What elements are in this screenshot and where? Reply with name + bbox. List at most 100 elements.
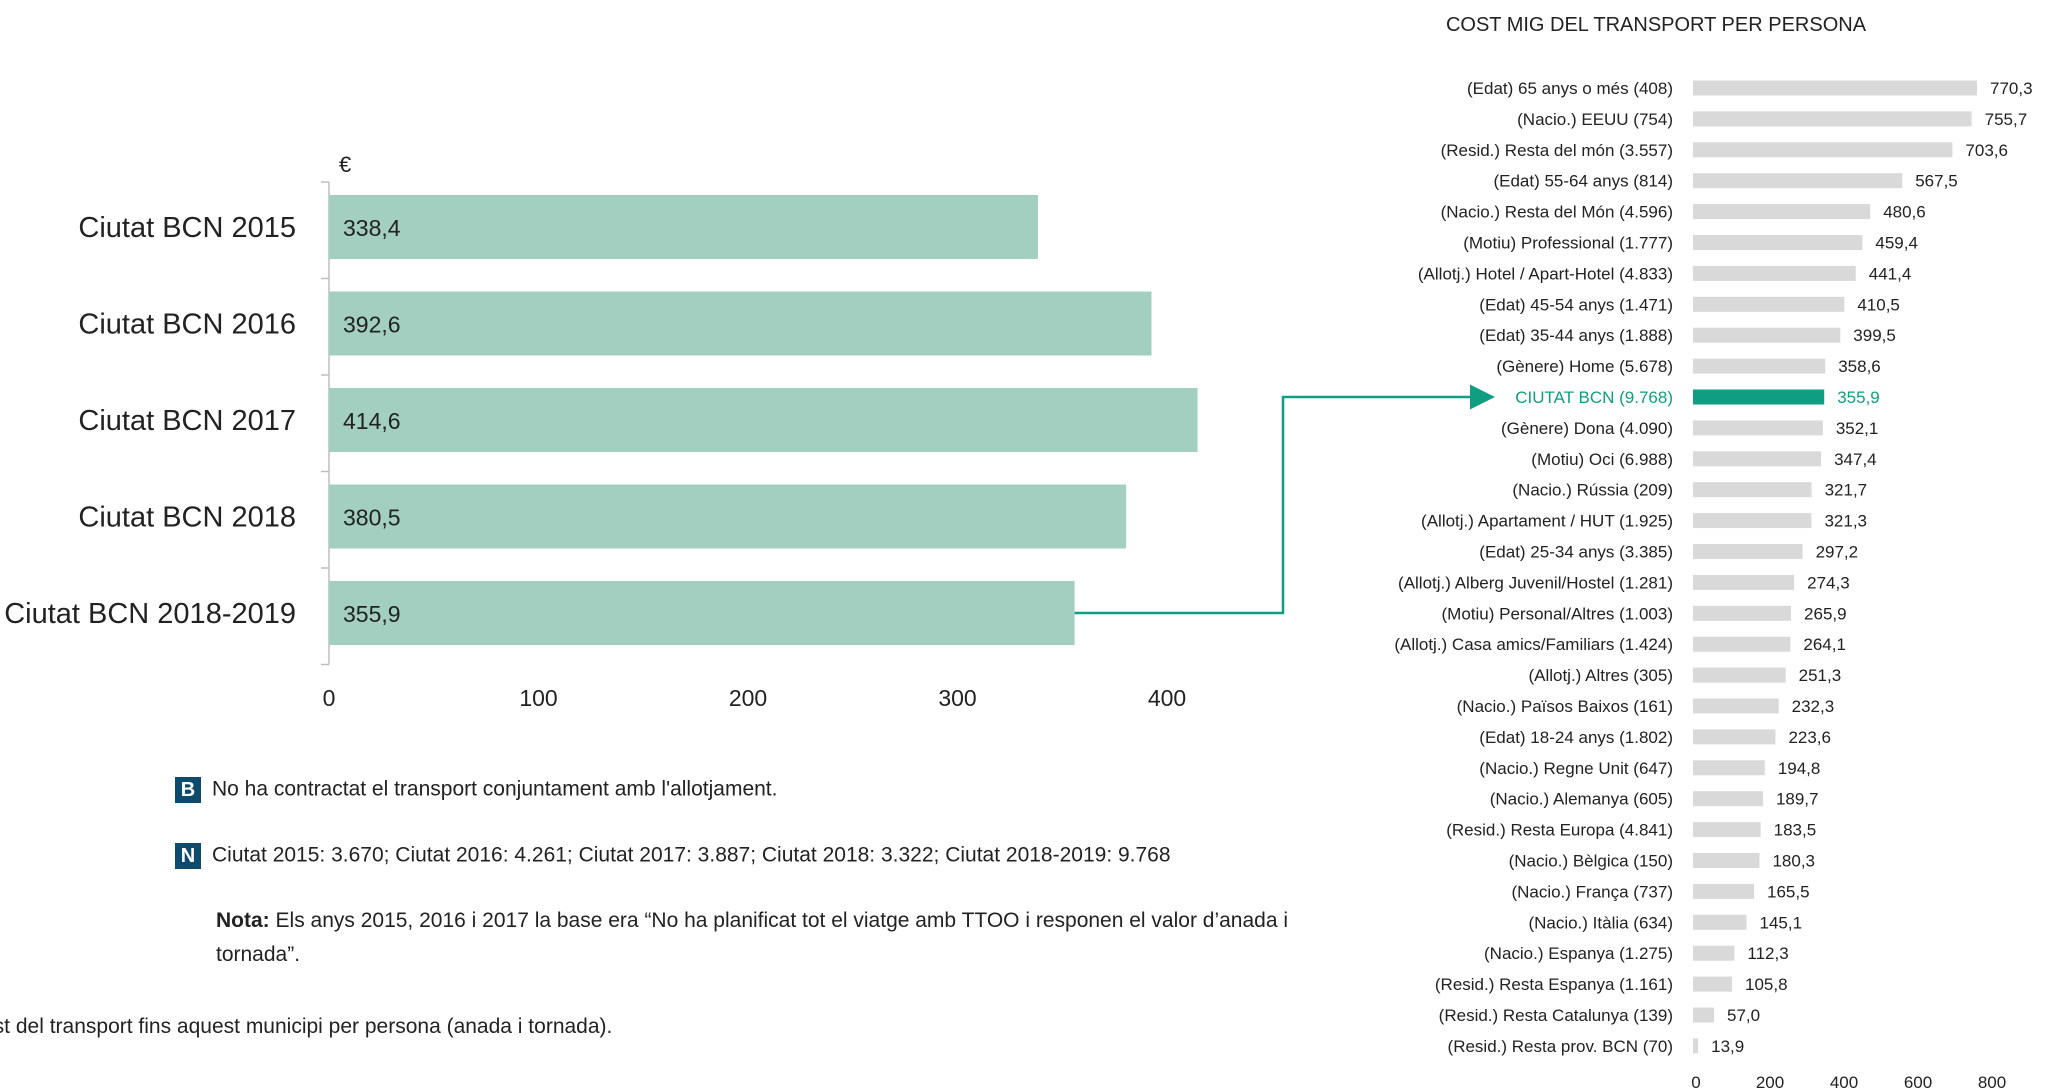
bar: [1693, 976, 1733, 992]
connector-arrow: [1074, 384, 1495, 615]
category-label: (Gènere) Dona (4.090): [1501, 419, 1673, 438]
category-label: (Edat) 55-64 anys (814): [1493, 172, 1673, 191]
data-label: 770,3: [1990, 79, 2033, 98]
category-label: (Allotj.) Hotel / Apart-Hotel (4.833): [1418, 264, 1673, 283]
nota-paragraph: Nota: Els anys 2015, 2016 i 2017 la base…: [216, 904, 1356, 972]
bar: [1693, 296, 1845, 312]
bar: [1693, 204, 1871, 220]
data-label: 321,3: [1824, 512, 1867, 531]
connector-line: [1074, 384, 1495, 615]
data-label: 414,6: [343, 408, 401, 434]
data-label: 703,6: [1965, 141, 2008, 160]
category-label: (Resid.) Resta Catalunya (139): [1439, 1006, 1673, 1025]
data-label: 274,3: [1807, 573, 1850, 592]
bar: [1693, 760, 1765, 776]
category-label: (Motiu) Oci (6.988): [1531, 450, 1673, 469]
bar: [329, 581, 1075, 645]
data-label: 358,6: [1838, 357, 1881, 376]
bar: [1693, 1007, 1715, 1023]
data-label: 194,8: [1778, 759, 1821, 778]
category-label: Ciutat BCN 2018: [78, 502, 296, 534]
category-label: (Resid.) Resta Europa (4.841): [1446, 821, 1673, 840]
category-label: (Resid.) Resta prov. BCN (70): [1448, 1037, 1673, 1056]
data-label: 165,5: [1767, 882, 1810, 901]
bar: [1693, 420, 1823, 436]
bar: [1693, 451, 1822, 467]
data-label: 347,4: [1834, 450, 1877, 469]
x-tick-label: 300: [938, 685, 976, 711]
data-label: 567,5: [1915, 172, 1958, 191]
bar: [1693, 853, 1760, 868]
category-label: (Edat) 25-34 anys (3.385): [1479, 543, 1673, 562]
category-label: CIUTAT BCN (9.768): [1515, 388, 1673, 407]
category-label: Ciutat BCN 2015: [78, 212, 296, 244]
data-label: 232,3: [1792, 697, 1835, 716]
bar: [1693, 822, 1761, 838]
bar: [1693, 80, 1977, 96]
bar: [329, 195, 1038, 259]
bar: [1693, 327, 1841, 343]
segment-cost-chart: COST MIG DEL TRANSPORT PER PERSONA (Edat)…: [1394, 14, 2032, 1091]
bar: [1693, 544, 1803, 559]
category-label: (Edat) 65 anys o més (408): [1467, 79, 1673, 98]
x-tick-label: 400: [1148, 685, 1186, 711]
bar: [1693, 914, 1747, 930]
data-label: 321,7: [1825, 481, 1868, 500]
data-label: 297,2: [1816, 543, 1859, 562]
category-label: (Allotj.) Altres (305): [1528, 666, 1673, 685]
data-label: 392,6: [343, 312, 401, 338]
note-n: N Ciutat 2015: 3.670; Ciutat 2016: 4.261;…: [175, 843, 1171, 869]
data-label: 352,1: [1836, 419, 1879, 438]
bar: [1693, 265, 1856, 281]
bar: [1693, 574, 1795, 590]
data-label: 441,4: [1869, 264, 1912, 283]
note-b: B No ha contractat el transport conjuntam…: [175, 777, 777, 803]
data-label: 57,0: [1727, 1006, 1760, 1025]
nota-text: Els anys 2015, 2016 i 2017 la base era “…: [216, 909, 1289, 966]
category-label: (Nacio.) Espanya (1.275): [1484, 944, 1673, 963]
data-label: 13,9: [1711, 1037, 1744, 1056]
x-tick-label: 200: [729, 685, 767, 711]
data-label: 355,9: [343, 601, 401, 627]
category-label: (Motiu) Personal/Altres (1.003): [1442, 604, 1673, 623]
bar: [1693, 513, 1812, 529]
category-label: (Nacio.) Països Baixos (161): [1457, 697, 1673, 716]
bar: [1693, 698, 1779, 714]
bar: [1693, 883, 1755, 899]
data-label: 338,4: [343, 215, 401, 241]
category-label: (Nacio.) Regne Unit (647): [1479, 759, 1673, 778]
data-label: 223,6: [1788, 728, 1831, 747]
data-label: 459,4: [1875, 234, 1918, 253]
bar: [1693, 667, 1786, 683]
x-tick-label: 100: [519, 685, 557, 711]
data-label: 145,1: [1759, 913, 1802, 932]
bar: [1693, 482, 1812, 498]
category-label: (Motiu) Professional (1.777): [1463, 234, 1673, 253]
category-label: (Gènere) Home (5.678): [1496, 357, 1673, 376]
data-label: 265,9: [1804, 604, 1847, 623]
x-tick-label: 800: [1978, 1073, 2006, 1091]
bar: [1693, 235, 1863, 250]
category-label: (Edat) 45-54 anys (1.471): [1479, 295, 1673, 314]
category-label: (Allotj.) Alberg Juvenil/Hostel (1.281): [1398, 573, 1673, 592]
category-label: (Resid.) Resta Espanya (1.161): [1435, 975, 1673, 994]
category-label: (Edat) 35-44 anys (1.888): [1479, 326, 1673, 345]
bar: [329, 484, 1127, 549]
footer-caption: ost del transport fins aquest municipi p…: [0, 1015, 613, 1038]
data-label: 399,5: [1853, 326, 1896, 345]
note-n-text: Ciutat 2015: 3.670; Ciutat 2016: 4.261; …: [212, 843, 1171, 867]
bar: [1693, 142, 1953, 158]
category-label: Ciutat BCN 2018-2019: [4, 598, 296, 630]
category-label: (Allotj.) Apartament / HUT (1.925): [1421, 512, 1673, 531]
data-label: 105,8: [1745, 975, 1788, 994]
bar: [1693, 1038, 1699, 1054]
bar: [1693, 358, 1826, 374]
category-label: (Nacio.) Alemanya (605): [1490, 790, 1673, 809]
bar: [1693, 111, 1972, 127]
data-label: 380,5: [343, 505, 401, 531]
data-label: 410,5: [1857, 295, 1900, 314]
nota-label: Nota:: [216, 909, 270, 932]
x-tick-label: 400: [1830, 1073, 1858, 1091]
data-label: 183,5: [1774, 821, 1817, 840]
category-label: Ciutat BCN 2016: [78, 309, 296, 341]
